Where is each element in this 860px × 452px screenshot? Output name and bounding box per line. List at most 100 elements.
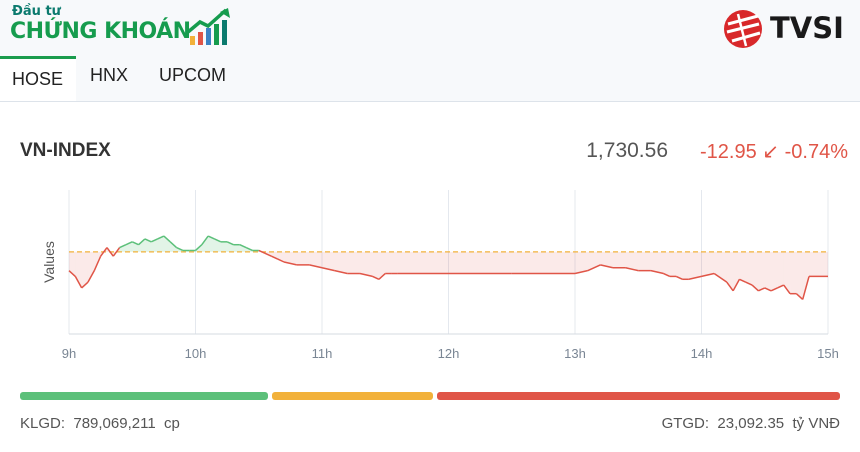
tab-hose[interactable]: HOSE [0,56,76,102]
area-fill [119,244,126,252]
area-fill [157,236,164,252]
value-value: 23,092.35 [717,415,785,432]
area-fill [796,251,803,300]
series-line-segment [801,276,810,300]
area-fill [752,251,759,291]
series-line-segment [587,264,601,272]
area-fill [201,236,209,252]
series-line-segment [112,247,121,257]
area-fill [739,251,746,283]
series-line-segment [783,284,791,295]
area-fill [284,251,297,265]
series-line-segment [68,270,76,277]
series-line-segment [176,246,184,252]
series-line-segment [739,278,747,283]
logo-big-text: CHỨNG KHOÁN [10,19,191,44]
down-arrow-icon: ↙ [762,141,780,163]
series-line-segment [81,281,89,289]
series-line-segment [688,275,702,281]
area-fill [214,238,221,252]
series-line-segment [372,275,380,280]
area-fill [334,251,348,274]
volume-unit: cp [164,415,180,432]
series-line-segment [100,247,108,257]
series-line-segment [258,249,266,255]
index-value: 1,730.56 [586,139,668,162]
area-fill [151,238,158,252]
area-fill [144,238,152,252]
area-fill [378,251,386,280]
area-fill [688,251,702,280]
series-line-segment [764,287,772,292]
series-line-segment [701,272,715,278]
series-line-segment [675,275,683,280]
area-fill [163,236,171,252]
area-fill [233,244,240,252]
series-line-segment [777,284,785,289]
series-line-segment [150,238,158,243]
series-line-segment [119,244,127,249]
x-tick-label: 12h [438,346,460,361]
header-background [0,0,860,102]
series-line-segment [144,238,152,243]
area-fill [676,251,683,280]
area-fill [391,251,398,274]
series-line-segment [726,281,734,292]
tab-upcom[interactable]: UPCOM [159,56,226,102]
area-fill [600,251,613,268]
area-fill [714,251,727,283]
value-unit: tỷ VNĐ [792,415,840,432]
area-fill [138,238,145,252]
area-fill [764,251,772,291]
series-line-segment [745,281,753,286]
area-fill [669,251,677,277]
x-tick-label: 14h [691,346,713,361]
tvsi-wordmark: TVSI [770,11,844,45]
header-divider [0,101,860,102]
series-line-segment [770,287,778,292]
area-fill [220,241,228,252]
area-fill [385,251,392,274]
area-fill [448,251,512,274]
volume-label: KLGD: [20,415,66,432]
area-fill [612,251,626,268]
series-line-segment [625,267,639,272]
area-fill [802,251,810,300]
growth-chart-icon [186,8,230,45]
index-change-percent: -0.74% [784,141,848,163]
series-line-segment [106,247,114,257]
y-axis-label: Values [41,241,57,283]
series-line-segment [309,264,323,269]
tab-hnx-label: HNX [90,65,129,85]
series-line-segment [378,272,386,280]
series-line-segment [264,252,272,257]
series-line-segment [751,284,759,292]
intraday-chart[interactable]: 9h 10h 11h 12h 13h 14h 15h Values [0,180,860,370]
x-tick-label: 15h [817,346,839,361]
series-line-segment [131,241,139,246]
series-line-segment [125,241,133,246]
series-line-segment [194,244,203,252]
area-fill [271,251,278,260]
series-line-segment [245,246,253,252]
area-fill [170,241,177,252]
series-line-segment [321,267,335,272]
area-fill [726,251,734,291]
area-fill [809,251,828,277]
series-line-segment [201,235,209,246]
series-line-segment [226,241,234,246]
breadth-bar-advancing [20,392,269,400]
breadth-bar-declining [437,392,840,400]
area-fill [758,251,765,291]
value-label: GTGD: [661,415,710,432]
volume-stat: KLGD: 789,069,211 cp [20,415,180,432]
series-line-segment [157,235,165,240]
series-line-segment [732,278,741,292]
series-line-segment [87,270,95,283]
area-fill [777,251,784,288]
series-line-segment [271,255,279,260]
series-line-segment [163,235,171,243]
area-fill [790,251,797,294]
x-tick-label: 11h [312,346,333,361]
tab-hnx[interactable]: HNX [90,56,128,102]
